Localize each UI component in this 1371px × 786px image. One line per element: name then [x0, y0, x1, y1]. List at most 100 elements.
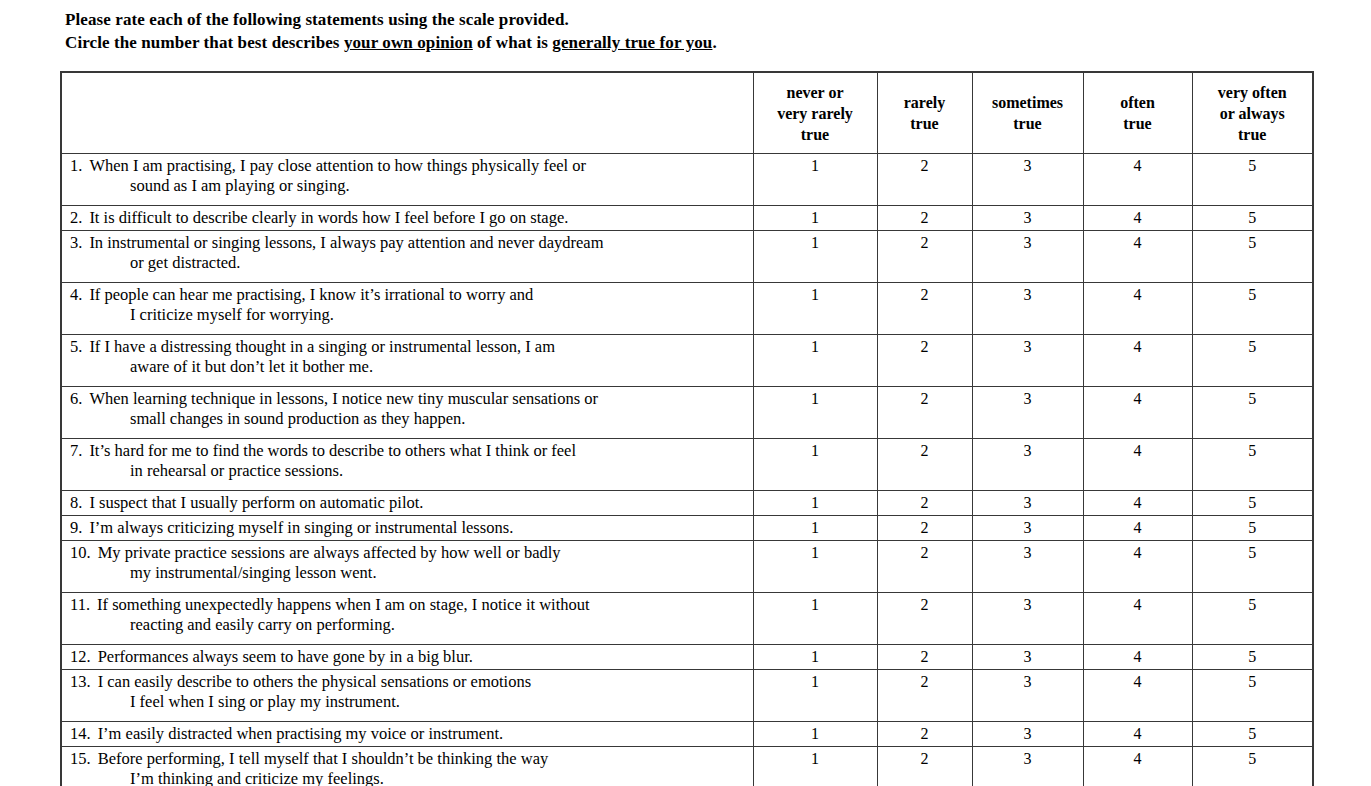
statement-number: 13. [70, 672, 91, 691]
scale-cell-5[interactable]: 5 [1192, 670, 1313, 722]
scale-cell-4[interactable]: 4 [1083, 593, 1192, 645]
scale-cell-5[interactable]: 5 [1192, 154, 1313, 206]
scale-cell-5[interactable]: 5 [1192, 283, 1313, 335]
scale-cell-3[interactable]: 3 [972, 747, 1083, 786]
scale-cell-4[interactable]: 4 [1083, 491, 1192, 516]
scale-cell-2[interactable]: 2 [877, 439, 972, 491]
scale-cell-3[interactable]: 3 [972, 593, 1083, 645]
scale-cell-4[interactable]: 4 [1083, 722, 1192, 747]
scale-cell-4[interactable]: 4 [1083, 439, 1192, 491]
scale-cell-2[interactable]: 2 [877, 387, 972, 439]
scale-cell-2[interactable]: 2 [877, 747, 972, 786]
scale-cell-2[interactable]: 2 [877, 335, 972, 387]
statement-line1: 6.When learning technique in lessons, I … [70, 389, 747, 409]
scale-cell-1[interactable]: 1 [753, 335, 877, 387]
scale-cell-1[interactable]: 1 [753, 670, 877, 722]
scale-cell-3[interactable]: 3 [972, 439, 1083, 491]
scale-cell-5[interactable]: 5 [1192, 231, 1313, 283]
scale-cell-4[interactable]: 4 [1083, 206, 1192, 231]
scale-cell-1[interactable]: 1 [753, 154, 877, 206]
scale-cell-5[interactable]: 5 [1192, 335, 1313, 387]
scale-cell-4[interactable]: 4 [1083, 645, 1192, 670]
scale-cell-2[interactable]: 2 [877, 206, 972, 231]
scale-cell-4[interactable]: 4 [1083, 283, 1192, 335]
column-header-never: never or very rarely true [753, 72, 877, 154]
scale-cell-1[interactable]: 1 [753, 231, 877, 283]
scale-cell-2[interactable]: 2 [877, 645, 972, 670]
scale-cell-3[interactable]: 3 [972, 231, 1083, 283]
scale-cell-2[interactable]: 2 [877, 541, 972, 593]
scale-cell-4[interactable]: 4 [1083, 154, 1192, 206]
scale-cell-4[interactable]: 4 [1083, 516, 1192, 541]
scale-cell-5[interactable]: 5 [1192, 439, 1313, 491]
statement-number: 6. [70, 389, 82, 408]
statement-line1: 1.When I am practising, I pay close atte… [70, 156, 747, 176]
statement-number: 7. [70, 441, 82, 460]
statement-row: 9.I’m always criticizing myself in singi… [61, 516, 1313, 541]
scale-cell-1[interactable]: 1 [753, 206, 877, 231]
scale-cell-4[interactable]: 4 [1083, 670, 1192, 722]
statement-line1: 8.I suspect that I usually perform on au… [70, 493, 747, 513]
scale-cell-4[interactable]: 4 [1083, 231, 1192, 283]
column-header-often: often true [1083, 72, 1192, 154]
scale-cell-5[interactable]: 5 [1192, 541, 1313, 593]
scale-cell-3[interactable]: 3 [972, 722, 1083, 747]
scale-cell-5[interactable]: 5 [1192, 645, 1313, 670]
instruction-underlined-own-opinion: your own opinion [344, 33, 473, 52]
scale-cell-3[interactable]: 3 [972, 283, 1083, 335]
statement-row: 5.If I have a distressing thought in a s… [61, 335, 1313, 387]
statement-cell: 8.I suspect that I usually perform on au… [61, 491, 753, 516]
scale-cell-3[interactable]: 3 [972, 670, 1083, 722]
scale-cell-4[interactable]: 4 [1083, 747, 1192, 786]
statement-cell: 1.When I am practising, I pay close atte… [61, 154, 753, 206]
scale-cell-2[interactable]: 2 [877, 670, 972, 722]
scale-cell-3[interactable]: 3 [972, 645, 1083, 670]
scale-cell-3[interactable]: 3 [972, 206, 1083, 231]
statement-row: 12.Performances always seem to have gone… [61, 645, 1313, 670]
scale-cell-1[interactable]: 1 [753, 491, 877, 516]
scale-cell-1[interactable]: 1 [753, 593, 877, 645]
scale-cell-3[interactable]: 3 [972, 516, 1083, 541]
scale-cell-1[interactable]: 1 [753, 645, 877, 670]
scale-cell-1[interactable]: 1 [753, 541, 877, 593]
scale-cell-2[interactable]: 2 [877, 722, 972, 747]
scale-cell-2[interactable]: 2 [877, 491, 972, 516]
instruction-line-2: Circle the number that best describes yo… [65, 31, 717, 54]
statement-line1: 3.In instrumental or singing lessons, I … [70, 233, 747, 253]
statement-row: 7.It’s hard for me to find the words to … [61, 439, 1313, 491]
statement-cell: 2.It is difficult to describe clearly in… [61, 206, 753, 231]
scale-cell-1[interactable]: 1 [753, 387, 877, 439]
scale-cell-5[interactable]: 5 [1192, 516, 1313, 541]
column-header-rarely: rarely true [877, 72, 972, 154]
statement-text: If people can hear me practising, I know… [89, 285, 533, 304]
scale-cell-1[interactable]: 1 [753, 516, 877, 541]
scale-cell-4[interactable]: 4 [1083, 541, 1192, 593]
scale-cell-3[interactable]: 3 [972, 387, 1083, 439]
scale-cell-5[interactable]: 5 [1192, 722, 1313, 747]
statement-cell: 11.If something unexpectedly happens whe… [61, 593, 753, 645]
scale-cell-1[interactable]: 1 [753, 439, 877, 491]
scale-cell-2[interactable]: 2 [877, 231, 972, 283]
scale-cell-2[interactable]: 2 [877, 154, 972, 206]
scale-cell-5[interactable]: 5 [1192, 206, 1313, 231]
scale-cell-1[interactable]: 1 [753, 722, 877, 747]
scale-cell-2[interactable]: 2 [877, 593, 972, 645]
scale-cell-5[interactable]: 5 [1192, 593, 1313, 645]
statement-row: 10.My private practice sessions are alwa… [61, 541, 1313, 593]
scale-cell-3[interactable]: 3 [972, 154, 1083, 206]
scale-cell-5[interactable]: 5 [1192, 747, 1313, 786]
statement-text: If I have a distressing thought in a sin… [89, 337, 555, 356]
scale-cell-3[interactable]: 3 [972, 335, 1083, 387]
scale-cell-4[interactable]: 4 [1083, 335, 1192, 387]
scale-cell-3[interactable]: 3 [972, 491, 1083, 516]
scale-cell-2[interactable]: 2 [877, 283, 972, 335]
scale-cell-3[interactable]: 3 [972, 541, 1083, 593]
scale-cell-5[interactable]: 5 [1192, 387, 1313, 439]
scale-cell-5[interactable]: 5 [1192, 491, 1313, 516]
scale-cell-1[interactable]: 1 [753, 747, 877, 786]
scale-cell-4[interactable]: 4 [1083, 387, 1192, 439]
statement-text: Performances always seem to have gone by… [98, 647, 473, 666]
statement-text: When I am practising, I pay close attent… [89, 156, 586, 175]
scale-cell-2[interactable]: 2 [877, 516, 972, 541]
scale-cell-1[interactable]: 1 [753, 283, 877, 335]
